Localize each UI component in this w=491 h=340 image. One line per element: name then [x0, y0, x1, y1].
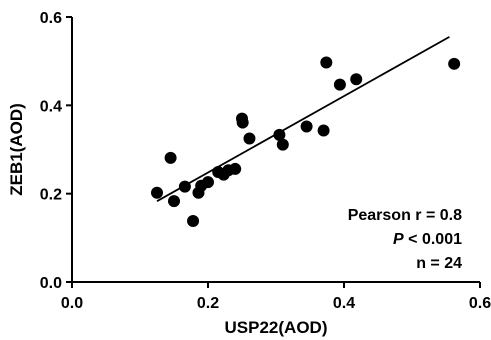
x-tick-label: 0.2 [197, 295, 219, 312]
stats-annotation: Pearson r = 0.8 P < 0.001 n = 24 [348, 207, 462, 272]
x-tick-label: 0.0 [61, 295, 83, 312]
y-tick-label: 0.2 [40, 187, 62, 204]
data-points [151, 56, 461, 228]
data-point [448, 57, 461, 70]
data-point [300, 120, 313, 133]
data-point [333, 78, 346, 91]
x-tick-label: 0.4 [333, 295, 355, 312]
x-axis-title: USP22(AOD) [225, 318, 328, 337]
data-point [202, 176, 214, 189]
y-tick-label: 0.4 [40, 98, 62, 115]
data-point [187, 215, 200, 228]
data-point [168, 195, 180, 208]
data-point [229, 162, 242, 175]
x-ticks: 0.0 0.2 0.4 0.6 [61, 282, 491, 312]
data-point [151, 186, 163, 199]
y-ticks: 0.0 0.2 0.4 0.6 [40, 10, 72, 292]
data-point [164, 151, 177, 164]
data-point [320, 56, 333, 69]
y-tick-label: 0.0 [40, 275, 62, 292]
p-value: < 0.001 [404, 231, 462, 248]
data-point [243, 132, 256, 145]
y-tick-label: 0.6 [40, 10, 62, 27]
n-label: n = 24 [416, 255, 462, 272]
p-symbol: P [393, 231, 404, 248]
pearson-label: Pearson r = 0.8 [348, 207, 462, 224]
axes: 0.0 0.2 0.4 0.6 0.0 0.2 0.4 0.6 [40, 10, 491, 312]
data-point [350, 73, 363, 86]
data-point [276, 138, 289, 151]
x-tick-label: 0.6 [469, 295, 491, 312]
data-point [178, 180, 191, 193]
regression-line [156, 36, 450, 202]
data-point [236, 116, 249, 129]
data-point [273, 128, 286, 141]
y-axis-title: ZEB1(AOD) [7, 103, 26, 196]
data-point [317, 124, 330, 137]
p-value-label: P < 0.001 [393, 231, 462, 248]
